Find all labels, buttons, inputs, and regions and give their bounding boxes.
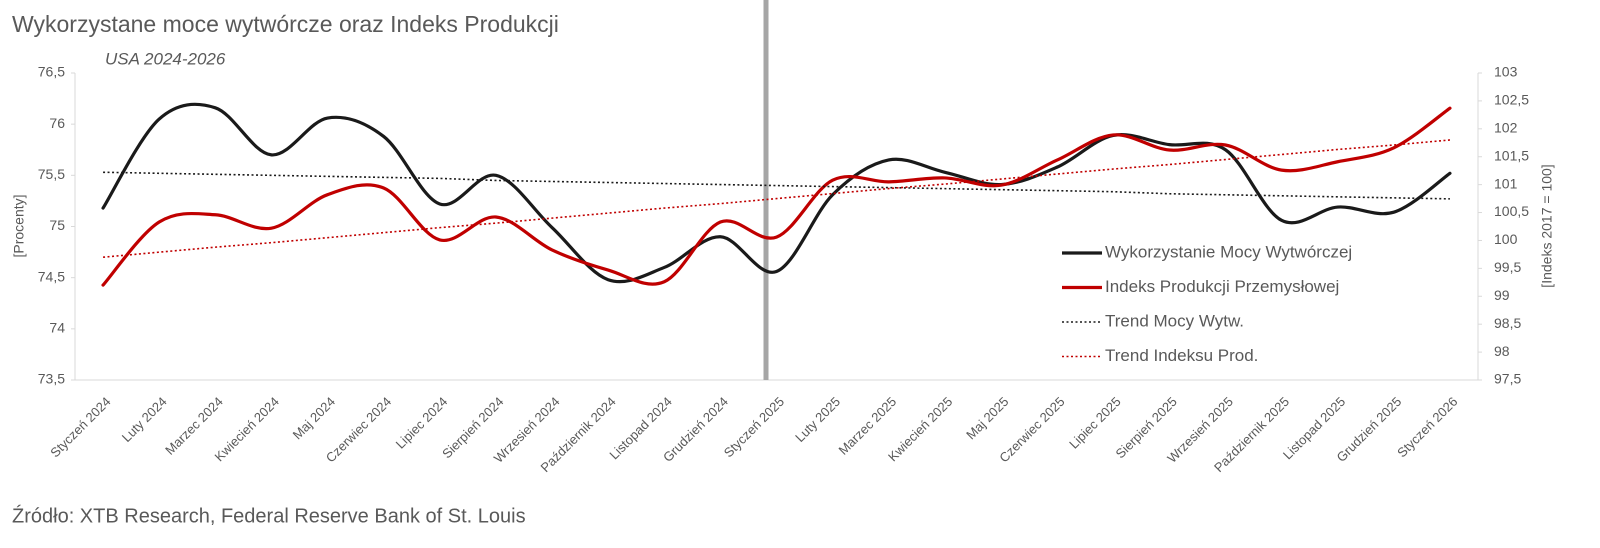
x-tick-label: Styczeń 2025: [721, 394, 787, 460]
y-tick-label: 75,5: [38, 166, 65, 182]
legend-label: Trend Mocy Wytw.: [1105, 311, 1244, 330]
chart-subtitle: USA 2024-2026: [105, 49, 226, 68]
y-tick-label: 74: [49, 320, 65, 336]
y2-tick-label: 98,5: [1494, 315, 1521, 331]
legend-label: Indeks Produkcji Przemysłowej: [1105, 277, 1339, 296]
y2-tick-label: 101: [1494, 175, 1518, 191]
y2-tick-label: 98: [1494, 343, 1510, 359]
y2-tick-label: 99: [1494, 287, 1510, 303]
x-tick-label: Luty 2024: [119, 394, 170, 445]
y2-tick-label: 99,5: [1494, 259, 1521, 275]
series-line: [101, 102, 1452, 284]
y2-tick-label: 100: [1494, 231, 1518, 247]
y-tick-label: 73,5: [38, 371, 65, 387]
legend-label: Trend Indeksu Prod.: [1105, 346, 1258, 365]
legend-label: Wykorzystanie Mocy Wytwórczej: [1105, 242, 1352, 261]
y2-axis-label: [Indeks 2017 = 100]: [1539, 164, 1555, 287]
y2-tick-label: 100,5: [1494, 203, 1529, 219]
y-tick-label: 76,5: [38, 64, 65, 80]
y2-tick-label: 102,5: [1494, 92, 1529, 108]
y-tick-label: 76: [49, 115, 65, 131]
x-tick-label: Maj 2025: [963, 394, 1011, 442]
x-tick-label: Maj 2024: [290, 394, 338, 442]
y2-tick-label: 97,5: [1494, 371, 1521, 387]
chart-title: Wykorzystane moce wytwórcze oraz Indeks …: [12, 11, 559, 37]
y2-tick-label: 103: [1494, 64, 1518, 80]
x-tick-label: Lipiec 2025: [1066, 394, 1124, 452]
x-tick-label: Styczeń 2026: [1394, 394, 1460, 460]
x-tick-label: Lipiec 2024: [393, 394, 451, 452]
y2-tick-label: 101,5: [1494, 147, 1529, 163]
x-tick-label: Styczeń 2024: [47, 394, 113, 460]
y2-tick-label: 102: [1494, 120, 1518, 136]
y-tick-label: 75: [49, 217, 65, 233]
x-tick-label: Luty 2025: [792, 394, 843, 445]
series-line: [102, 139, 1451, 258]
series-line: [101, 106, 1452, 287]
source: Źródło: XTB Research, Federal Reserve Ba…: [12, 504, 526, 527]
y-axis-label: [Procenty]: [11, 194, 27, 257]
y-tick-label: 74,5: [38, 268, 65, 284]
